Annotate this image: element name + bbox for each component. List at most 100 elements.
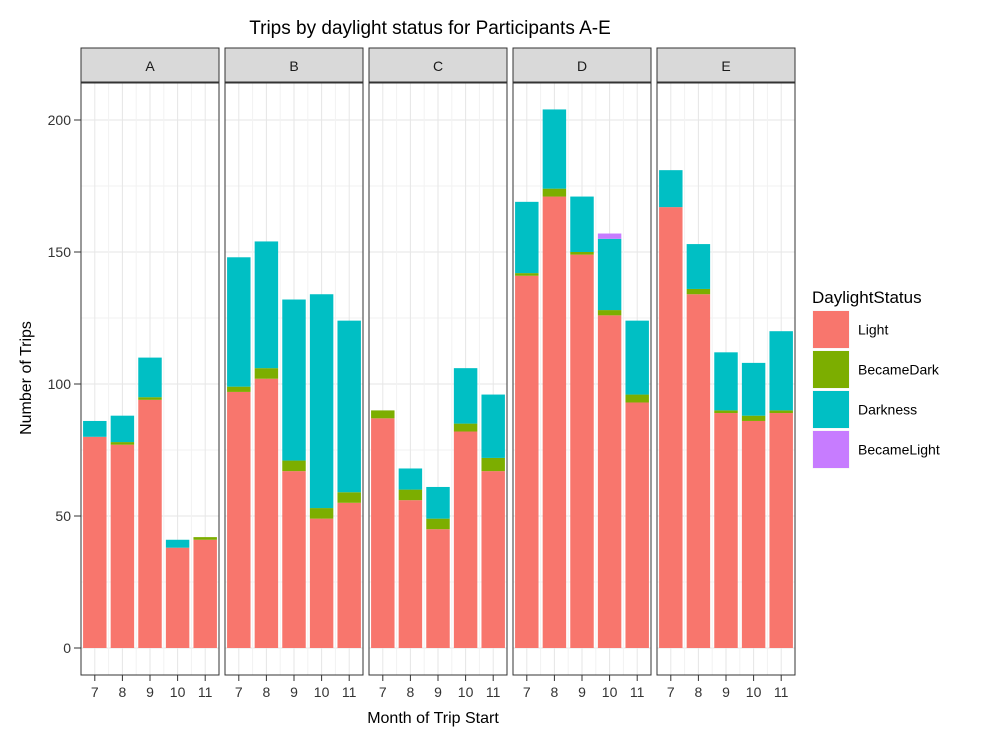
bar-segment-light bbox=[83, 436, 107, 648]
legend-label: BecameDark bbox=[858, 362, 940, 378]
facet-strip bbox=[80, 47, 220, 83]
y-axis-title: Number of Trips bbox=[18, 321, 35, 435]
bar-segment-darkness bbox=[453, 368, 478, 424]
bar-segment-darkness bbox=[741, 362, 766, 416]
x-axis-title: Month of Trip Start bbox=[367, 710, 499, 727]
facet-panel-d: D 7 8 9 10 11 bbox=[512, 47, 652, 700]
bar-segment-becamedark bbox=[714, 410, 738, 414]
bar-segment-darkness bbox=[686, 244, 711, 289]
bar-segment-darkness bbox=[542, 109, 567, 189]
bar-segment-becamedark bbox=[481, 457, 505, 472]
bar-segment-light bbox=[453, 431, 478, 648]
facets-layer: 0 50 100 150 200 A 7 8 9 10 11 B 7 8 9 10 11 C 7 8 9 10 11 D 7 8 9… bbox=[48, 47, 796, 700]
bar-segment-light bbox=[659, 207, 683, 648]
x-tick-label: 7 bbox=[667, 684, 675, 700]
bar-segment-light bbox=[227, 391, 251, 648]
x-tick-label: 7 bbox=[235, 684, 243, 700]
bar-segment-darkness bbox=[282, 299, 306, 461]
bar-segment-becamedark bbox=[515, 273, 539, 276]
x-tick-label: 11 bbox=[486, 684, 501, 700]
bar-segment-light bbox=[769, 413, 793, 648]
legend-label: Light bbox=[858, 322, 888, 338]
bar-segment-light bbox=[426, 529, 450, 648]
bar-segment-light bbox=[714, 413, 738, 648]
x-tick-label: 10 bbox=[746, 684, 762, 700]
bar-segment-darkness bbox=[426, 486, 450, 519]
bar-segment-light bbox=[254, 378, 279, 648]
x-tick-label: 9 bbox=[578, 684, 586, 700]
bar-segment-light bbox=[309, 518, 334, 648]
y-tick-label: 150 bbox=[48, 244, 72, 260]
x-tick-label: 9 bbox=[434, 684, 442, 700]
bar-segment-becamedark bbox=[769, 410, 793, 414]
bar-segment-light bbox=[282, 471, 306, 648]
legend-title: DaylightStatus bbox=[812, 288, 922, 307]
facet-strip-label: D bbox=[577, 58, 587, 74]
x-tick-label: 8 bbox=[119, 684, 127, 700]
x-tick-label: 11 bbox=[198, 684, 213, 700]
legend-label: BecameLight bbox=[858, 442, 940, 458]
bar-segment-darkness bbox=[110, 415, 135, 443]
legend-key-light bbox=[813, 311, 849, 348]
bar-segment-darkness bbox=[659, 170, 683, 208]
bar-segment-becamedark bbox=[337, 492, 361, 503]
bar-segment-becamedark bbox=[110, 442, 135, 445]
bar-segment-becamedark bbox=[542, 188, 567, 197]
bar-segment-light bbox=[481, 471, 505, 648]
facet-strip bbox=[224, 47, 364, 83]
bar-segment-light bbox=[542, 196, 567, 648]
x-tick-label: 8 bbox=[695, 684, 703, 700]
bar-segment-light bbox=[570, 254, 594, 648]
y-tick-label: 50 bbox=[55, 508, 71, 524]
bar-segment-light bbox=[515, 275, 539, 648]
bar-segment-light bbox=[110, 444, 135, 648]
bar-segment-becamedark bbox=[309, 508, 334, 519]
x-tick-label: 10 bbox=[602, 684, 618, 700]
bar-segment-darkness bbox=[398, 468, 423, 490]
x-tick-label: 11 bbox=[630, 684, 645, 700]
facet-panel-a: A 7 8 9 10 11 bbox=[80, 47, 220, 700]
bar-segment-darkness bbox=[309, 294, 334, 509]
facet-strip bbox=[512, 47, 652, 83]
bar-segment-darkness bbox=[515, 201, 539, 274]
bar-segment-darkness bbox=[138, 357, 162, 398]
bar-segment-becamedark bbox=[426, 518, 450, 530]
x-tick-label: 9 bbox=[290, 684, 298, 700]
bar-segment-light bbox=[597, 315, 622, 648]
x-tick-label: 8 bbox=[263, 684, 271, 700]
x-tick-label: 10 bbox=[170, 684, 186, 700]
bar-segment-becamedark bbox=[254, 368, 279, 379]
x-tick-label: 8 bbox=[407, 684, 415, 700]
bar-segment-becamedark bbox=[625, 394, 649, 403]
bar-segment-becamedark bbox=[138, 397, 162, 400]
legend-key-becamelight bbox=[813, 431, 849, 468]
legend-key-becamedark bbox=[813, 351, 849, 388]
bar-segment-light bbox=[625, 402, 649, 648]
bar-segment-darkness bbox=[570, 196, 594, 252]
bar-segment-becamedark bbox=[597, 310, 622, 316]
x-tick-label: 9 bbox=[146, 684, 154, 700]
legend-label: Darkness bbox=[858, 402, 917, 418]
legend-key-darkness bbox=[813, 391, 849, 428]
facet-panel-c: C 7 8 9 10 11 bbox=[368, 47, 508, 700]
bar-segment-darkness bbox=[769, 331, 793, 411]
bar-segment-becamedark bbox=[282, 460, 306, 472]
facet-strip bbox=[368, 47, 508, 83]
x-tick-label: 10 bbox=[458, 684, 474, 700]
bar-segment-darkness bbox=[597, 238, 622, 311]
x-tick-label: 11 bbox=[774, 684, 789, 700]
bar-segment-becamedark bbox=[193, 537, 217, 540]
bar-segment-becamedark bbox=[398, 489, 423, 501]
bar-segment-darkness bbox=[714, 352, 738, 411]
bar-segment-becamedark bbox=[227, 386, 251, 392]
x-tick-label: 10 bbox=[314, 684, 330, 700]
bar-segment-becamelight bbox=[597, 233, 622, 239]
facet-panel-e: E 7 8 9 10 11 bbox=[656, 47, 796, 700]
facet-strip-label: C bbox=[433, 58, 443, 74]
y-tick-label: 0 bbox=[63, 640, 71, 656]
bar-segment-light bbox=[138, 399, 162, 648]
bar-segment-becamedark bbox=[570, 252, 594, 255]
facet-strip-label: E bbox=[721, 58, 730, 74]
